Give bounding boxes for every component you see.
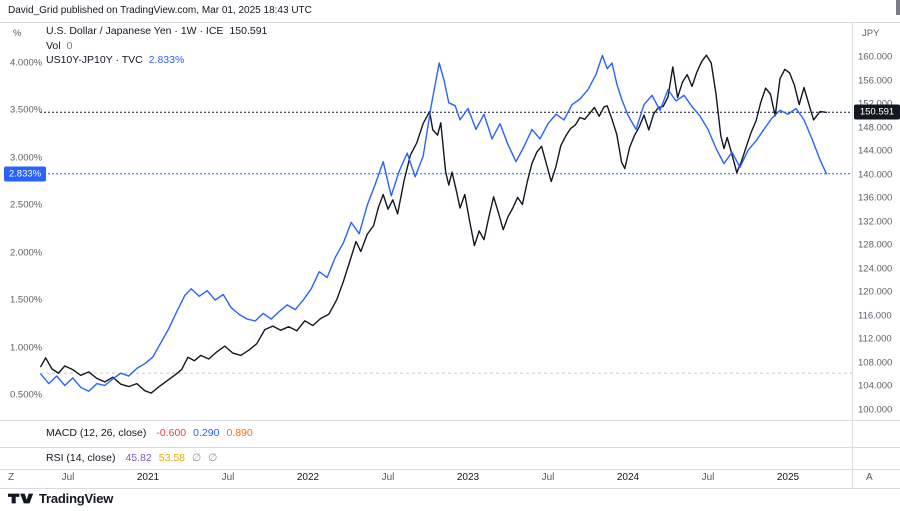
indicator-value: -0.600: [156, 427, 187, 439]
price-last-value-badge: 150.591: [854, 104, 900, 120]
indicator-value: ∅: [192, 452, 202, 464]
spread-last-value-badge: 2.833%: [4, 166, 46, 182]
legend-symbol-title: U.S. Dollar / Japanese Yen · 1W · ICE: [46, 25, 224, 37]
chart-legend: U.S. Dollar / Japanese Yen · 1W · ICE 15…: [46, 24, 267, 68]
macd-indicator-values: -0.600 0.290 0.890: [156, 427, 252, 439]
right-axis-currency-label: JPY: [862, 28, 880, 39]
indicator-value: 53.58: [158, 452, 186, 464]
rsi-indicator-values: 45.82 53.58 ∅ ∅: [125, 452, 217, 464]
auto-scale-a-label: A: [866, 472, 873, 483]
left-axis-unit-label: %: [13, 28, 22, 39]
legend-volume-title: Vol: [46, 39, 61, 52]
legend-spread-value: 2.833%: [148, 54, 185, 66]
spread-series-line: [40, 54, 828, 392]
macd-legend-row[interactable]: MACD (12, 26, close) -0.600 0.290 0.890: [46, 427, 253, 439]
rsi-legend-row[interactable]: RSI (14, close) 45.82 53.58 ∅ ∅: [46, 452, 217, 464]
macd-panel-divider: [0, 420, 900, 421]
scrollbar-thumb[interactable]: [896, 0, 900, 15]
indicator-value: 0.290: [193, 427, 220, 439]
indicator-value: 0.890: [226, 427, 253, 439]
macd-indicator-name: MACD (12, 26, close): [46, 427, 147, 439]
tv-logo-icon: [8, 493, 34, 504]
tradingview-logo[interactable]: TradingView: [8, 491, 113, 506]
header-divider: [0, 22, 900, 23]
footer-divider: [0, 488, 900, 489]
legend-symbol-row[interactable]: U.S. Dollar / Japanese Yen · 1W · ICE 15…: [46, 24, 267, 39]
legend-spread-row[interactable]: US10Y-JP10Y · TVC 2.833%: [46, 53, 267, 68]
rsi-indicator-name: RSI (14, close): [46, 452, 116, 464]
price-scale-border: [852, 22, 853, 488]
indicator-value: ∅: [208, 452, 218, 464]
legend-spread-title: US10Y-JP10Y · TVC: [46, 54, 143, 66]
usdjpy-series-line: [40, 54, 828, 394]
timezone-z-label: Z: [8, 472, 15, 483]
legend-volume-value: 0: [66, 39, 73, 52]
rsi-panel-divider: [0, 447, 900, 448]
publish-attribution: David_Grid published on TradingView.com,…: [8, 5, 312, 16]
indicator-value: 45.82: [125, 452, 152, 464]
tv-logo-text: TradingView: [39, 491, 114, 506]
legend-symbol-price: 150.591: [229, 25, 268, 37]
time-axis-divider: [0, 469, 900, 470]
legend-volume-row[interactable]: Vol 0: [46, 39, 267, 54]
